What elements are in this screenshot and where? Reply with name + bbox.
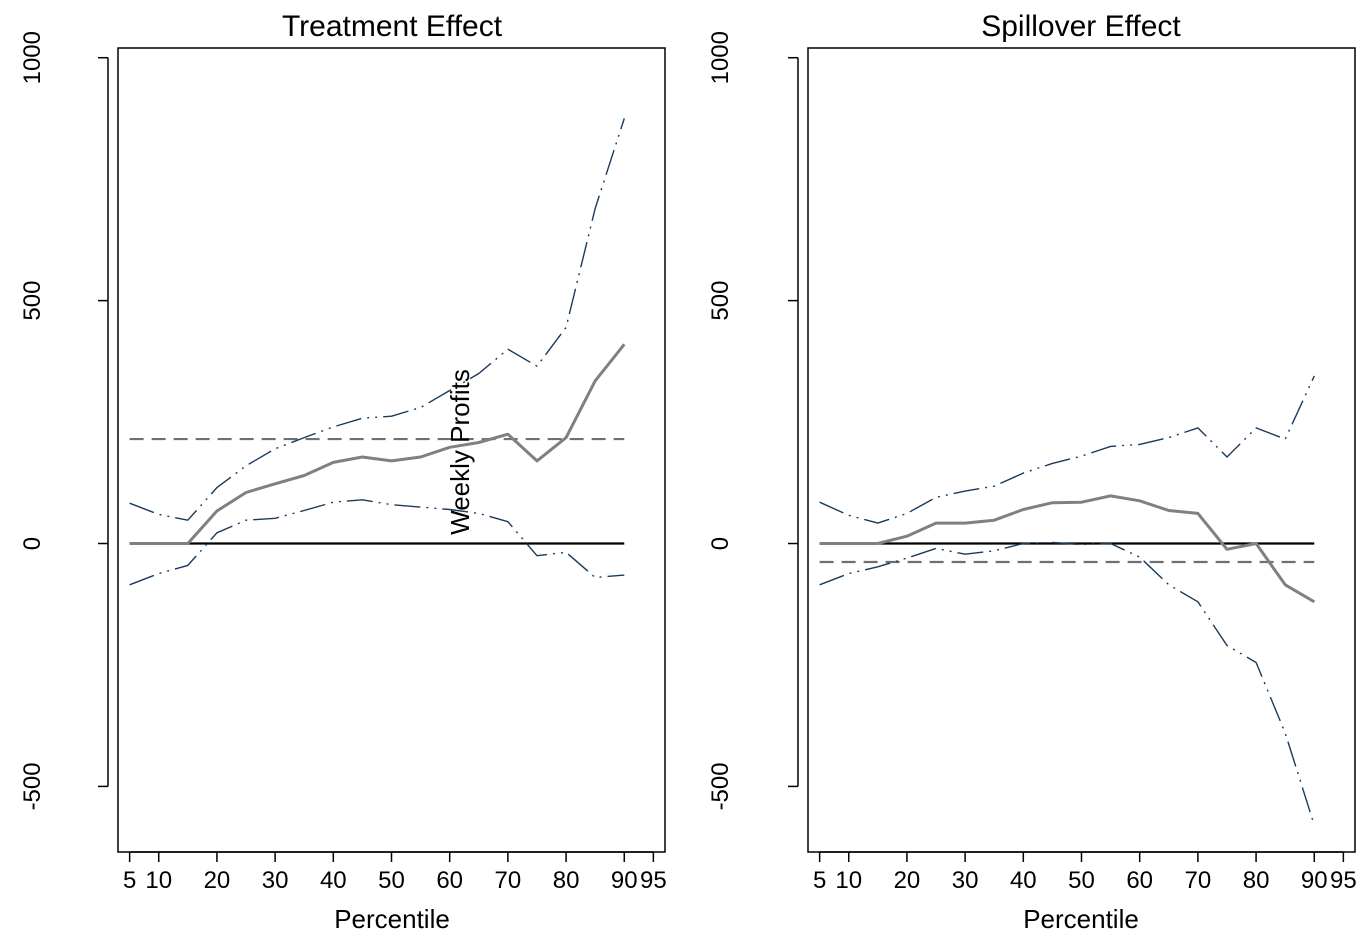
y-tick-label: 0 bbox=[707, 537, 734, 550]
x-tick-label: 95 bbox=[640, 867, 667, 894]
lower-ci-line bbox=[819, 541, 1315, 826]
x-tick-label: 70 bbox=[1185, 867, 1212, 894]
lower-ci-line bbox=[129, 499, 625, 586]
x-tick-label: 40 bbox=[320, 867, 347, 894]
y-ticks: -500 0 500 1000 bbox=[19, 31, 109, 810]
x-axis-label: Percentile bbox=[1023, 904, 1139, 934]
x-ticks: 5 10 20 30 40 50 60 70 80 90 95 bbox=[813, 851, 1357, 894]
x-tick-label: 20 bbox=[204, 867, 231, 894]
x-tick-label: 90 bbox=[1301, 867, 1328, 894]
x-axis-label: Percentile bbox=[334, 904, 450, 934]
y-tick-label: 500 bbox=[707, 281, 734, 321]
y-tick-label: -500 bbox=[707, 762, 734, 810]
plot-frame bbox=[807, 47, 1356, 853]
x-tick-label: 10 bbox=[835, 867, 862, 894]
upper-ci-line bbox=[129, 118, 625, 521]
x-tick-label: 5 bbox=[123, 867, 136, 894]
y-tick-label: 0 bbox=[19, 537, 46, 550]
x-tick-label: 80 bbox=[553, 867, 580, 894]
estimate-series-line bbox=[129, 343, 626, 545]
x-tick-label: 20 bbox=[894, 867, 921, 894]
y-tick-label: 1000 bbox=[707, 31, 734, 84]
x-tick-label: 30 bbox=[952, 867, 979, 894]
x-tick-label: 60 bbox=[436, 867, 463, 894]
x-tick-label: 50 bbox=[1068, 867, 1095, 894]
x-tick-label: 5 bbox=[813, 867, 826, 894]
x-tick-label: 95 bbox=[1330, 867, 1357, 894]
x-tick-label: 10 bbox=[145, 867, 172, 894]
x-tick-label: 70 bbox=[495, 867, 522, 894]
chart-marks bbox=[819, 375, 1316, 826]
panel-title: Spillover Effect bbox=[981, 10, 1181, 43]
x-tick-label: 40 bbox=[1010, 867, 1037, 894]
x-ticks: 5 10 20 30 40 50 60 70 80 90 95 bbox=[123, 851, 667, 894]
y-tick-label: -500 bbox=[19, 762, 46, 810]
spillover-effect-panel: Spillover Effect Percentile 5 10 20 30 40 50 6… bbox=[707, 10, 1357, 934]
x-tick-label: 60 bbox=[1126, 867, 1153, 894]
treatment-effect-panel: Treatment Effect Percentile 5 10 20 30 40 50 6… bbox=[19, 10, 667, 934]
y-ticks: -500 0 500 1000 bbox=[707, 31, 799, 810]
x-tick-label: 80 bbox=[1243, 867, 1270, 894]
estimate-series-line bbox=[819, 494, 1316, 604]
plot-frame bbox=[117, 47, 666, 853]
chart-marks bbox=[129, 118, 626, 586]
y-tick-label: 1000 bbox=[19, 31, 46, 84]
upper-ci-line bbox=[819, 375, 1315, 524]
x-tick-label: 90 bbox=[611, 867, 638, 894]
panel-title: Treatment Effect bbox=[282, 10, 503, 43]
y-axis-label: Weekly Profits bbox=[445, 369, 475, 535]
y-tick-label: 500 bbox=[19, 281, 46, 321]
x-tick-label: 30 bbox=[262, 867, 289, 894]
x-tick-label: 50 bbox=[378, 867, 405, 894]
